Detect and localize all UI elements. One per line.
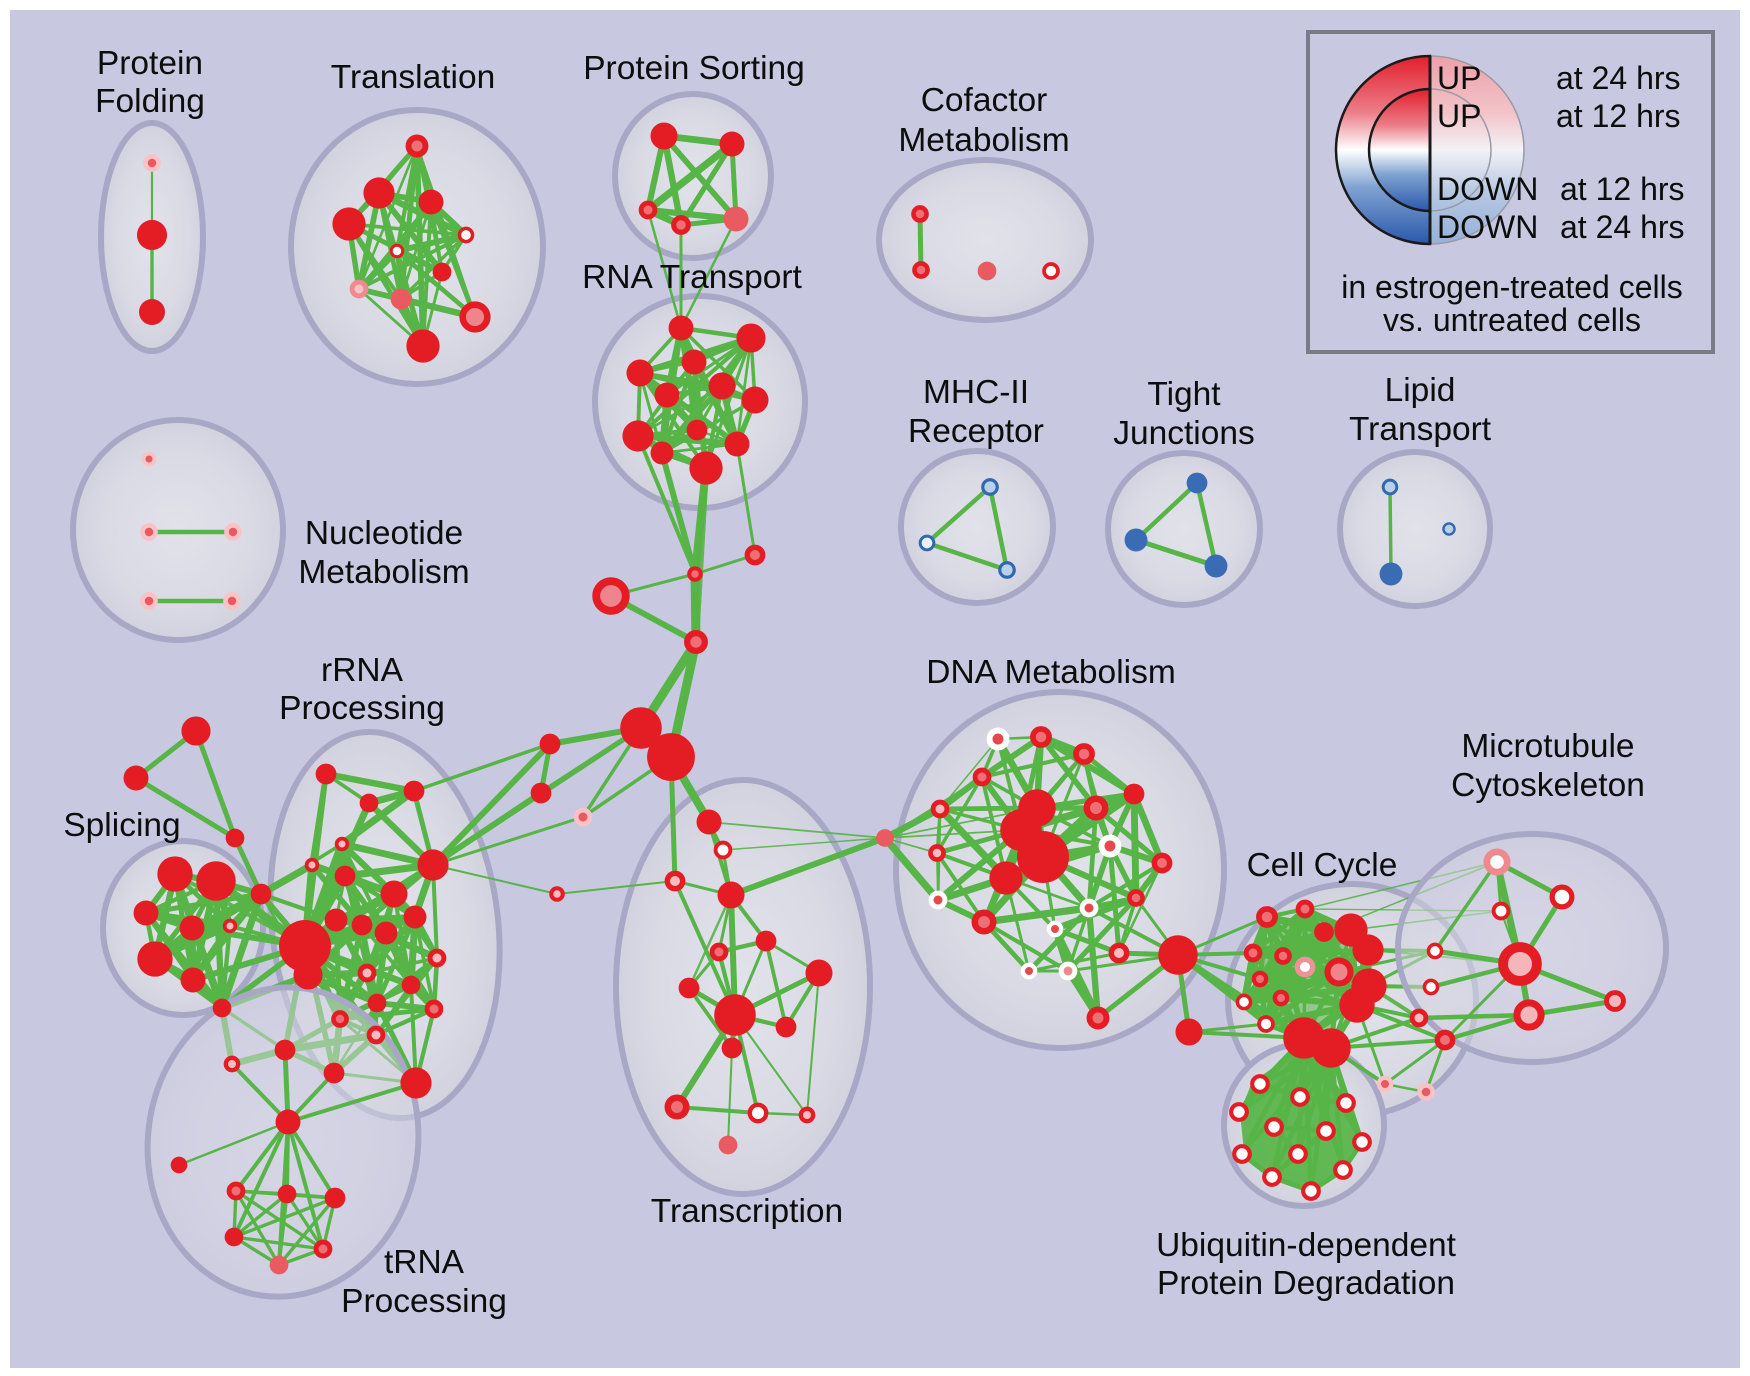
svg-text:Cytoskeleton: Cytoskeleton xyxy=(1451,767,1645,804)
svg-text:in estrogen-treated cells: in estrogen-treated cells xyxy=(1341,269,1683,305)
svg-text:at 24 hrs: at 24 hrs xyxy=(1560,209,1685,245)
svg-text:Tight: Tight xyxy=(1147,376,1221,413)
svg-text:Microtubule: Microtubule xyxy=(1461,728,1634,765)
svg-text:UP: UP xyxy=(1437,60,1481,96)
svg-text:Receptor: Receptor xyxy=(908,413,1044,450)
svg-text:rRNA: rRNA xyxy=(321,652,404,689)
svg-text:Cell Cycle: Cell Cycle xyxy=(1247,847,1398,884)
svg-text:Transport: Transport xyxy=(1349,411,1492,448)
svg-text:Translation: Translation xyxy=(331,59,495,96)
svg-text:UP: UP xyxy=(1437,98,1481,134)
svg-text:at 12 hrs: at 12 hrs xyxy=(1556,98,1681,134)
svg-text:Protein Sorting: Protein Sorting xyxy=(583,50,805,87)
svg-text:DOWN: DOWN xyxy=(1437,209,1538,245)
svg-text:at 24 hrs: at 24 hrs xyxy=(1556,60,1681,96)
svg-text:Cofactor: Cofactor xyxy=(921,82,1048,119)
svg-text:RNA Transport: RNA Transport xyxy=(582,259,802,296)
svg-text:tRNA: tRNA xyxy=(384,1244,465,1281)
svg-text:Nucleotide: Nucleotide xyxy=(305,515,463,552)
svg-text:vs. untreated cells: vs. untreated cells xyxy=(1383,302,1641,338)
svg-text:Metabolism: Metabolism xyxy=(298,554,469,591)
svg-text:Transcription: Transcription xyxy=(651,1193,843,1230)
svg-text:Folding: Folding xyxy=(95,83,205,120)
svg-text:at 12 hrs: at 12 hrs xyxy=(1560,171,1685,207)
svg-text:Processing: Processing xyxy=(279,690,445,727)
svg-text:Ubiquitin-dependent: Ubiquitin-dependent xyxy=(1156,1227,1457,1264)
svg-text:Lipid: Lipid xyxy=(1385,372,1456,409)
svg-text:DOWN: DOWN xyxy=(1437,171,1538,207)
svg-text:Splicing: Splicing xyxy=(63,807,180,844)
svg-text:MHC-II: MHC-II xyxy=(923,374,1029,411)
svg-text:DNA Metabolism: DNA Metabolism xyxy=(926,654,1175,691)
svg-text:Processing: Processing xyxy=(341,1283,507,1320)
svg-text:Junctions: Junctions xyxy=(1113,415,1255,452)
svg-text:Protein: Protein xyxy=(97,45,203,82)
svg-text:Metabolism: Metabolism xyxy=(898,122,1069,159)
svg-text:Protein Degradation: Protein Degradation xyxy=(1157,1265,1455,1302)
